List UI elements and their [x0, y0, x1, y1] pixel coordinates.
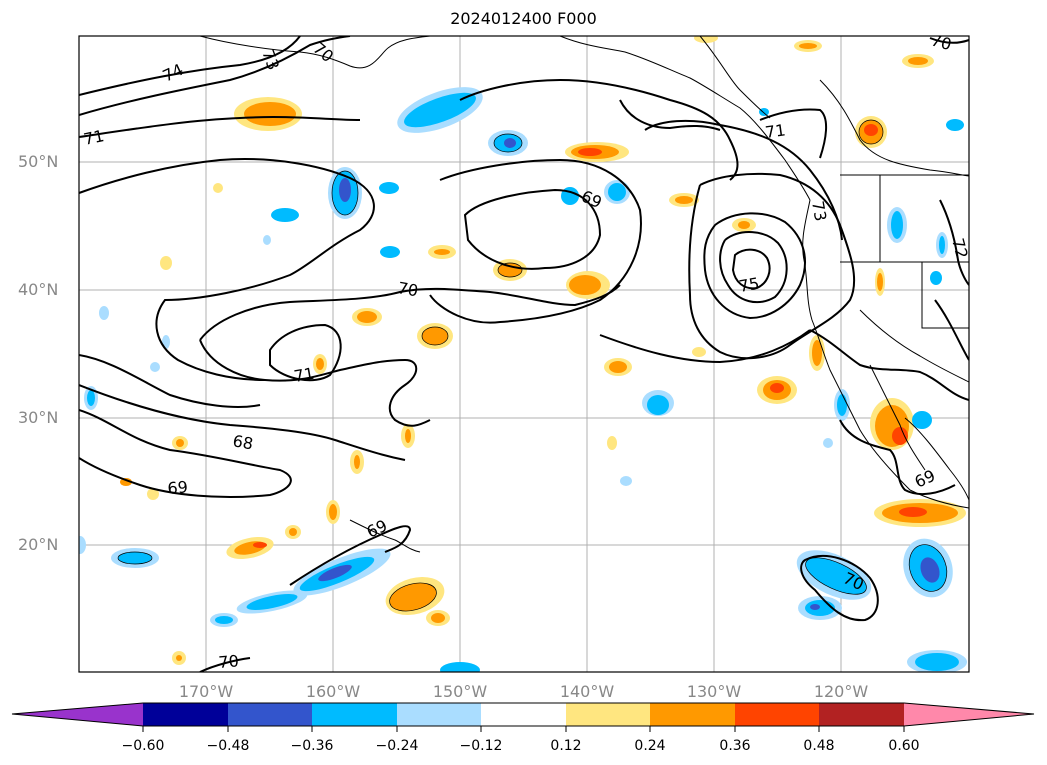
fill-edges: [117, 119, 948, 612]
colorbar-bin: [819, 703, 904, 726]
colorbar-tick-label: −0.24: [375, 738, 419, 754]
colorbar-tick-label: 0.24: [634, 738, 666, 754]
contour-label: 68: [231, 431, 254, 453]
colorbar-bin: [650, 703, 735, 726]
colorbar-bin: [566, 703, 650, 726]
contour-label: 71: [292, 364, 315, 386]
contour-label: 75: [737, 274, 760, 296]
lon-label: 150°W: [432, 682, 488, 701]
contour-label: 73: [808, 199, 830, 222]
lon-label: 120°W: [813, 682, 869, 701]
contour-label: 71: [82, 126, 106, 149]
colorbar-bin: [312, 703, 397, 726]
lat-label: 40°N: [18, 280, 59, 299]
colorbar-bin: [228, 703, 312, 726]
colorbar: [11, 702, 1035, 732]
graticule: [79, 36, 969, 672]
colorbar-tick-label: 0.36: [719, 738, 751, 754]
colorbar-extend-low: [12, 703, 143, 726]
lon-label: 160°W: [305, 682, 361, 701]
contour-label: 69: [364, 516, 390, 542]
contour-label: 69: [912, 466, 938, 492]
colorbar-extend-high: [904, 703, 1034, 726]
lat-label: 30°N: [18, 408, 59, 427]
lon-label: 140°W: [559, 682, 615, 701]
contour-label: 69: [167, 477, 189, 498]
colorbar-tick-label: 0.48: [803, 738, 835, 754]
contour-label: 72: [948, 236, 972, 261]
lon-label: 170°W: [178, 682, 234, 701]
contours: [79, 36, 969, 672]
colorbar-tick-label: −0.48: [206, 738, 250, 754]
map-area: 74 73 71 70 69 71 69 70 75 71 68 69 69 7…: [79, 31, 972, 672]
contour-label: 70: [929, 31, 954, 55]
colorbar-tick-label: 0.60: [888, 738, 920, 754]
colorbar-tick-label: 0.12: [550, 738, 582, 754]
contour-label: 70: [396, 278, 419, 300]
anomaly-fills: [79, 36, 967, 672]
lon-label: 130°W: [686, 682, 742, 701]
map-title: 2024012400 F000: [450, 9, 597, 28]
colorbar-bin: [735, 703, 819, 726]
map-frame: [78, 35, 970, 673]
coastlines: [199, 36, 969, 553]
colorbar-bin: [397, 703, 481, 726]
contour-label: 70: [218, 651, 240, 672]
contour-label: 69: [578, 186, 604, 212]
colorbar-tick-label: −0.12: [459, 738, 503, 754]
contour-label: 74: [160, 60, 186, 86]
contour-label: 71: [764, 120, 787, 142]
colorbar-tick-label: −0.60: [121, 738, 165, 754]
colorbar-tick-label: −0.36: [290, 738, 334, 754]
lat-label: 20°N: [18, 535, 59, 554]
lat-label: 50°N: [18, 152, 59, 171]
colorbar-bin: [143, 703, 228, 726]
colorbar-bin: [481, 703, 566, 726]
